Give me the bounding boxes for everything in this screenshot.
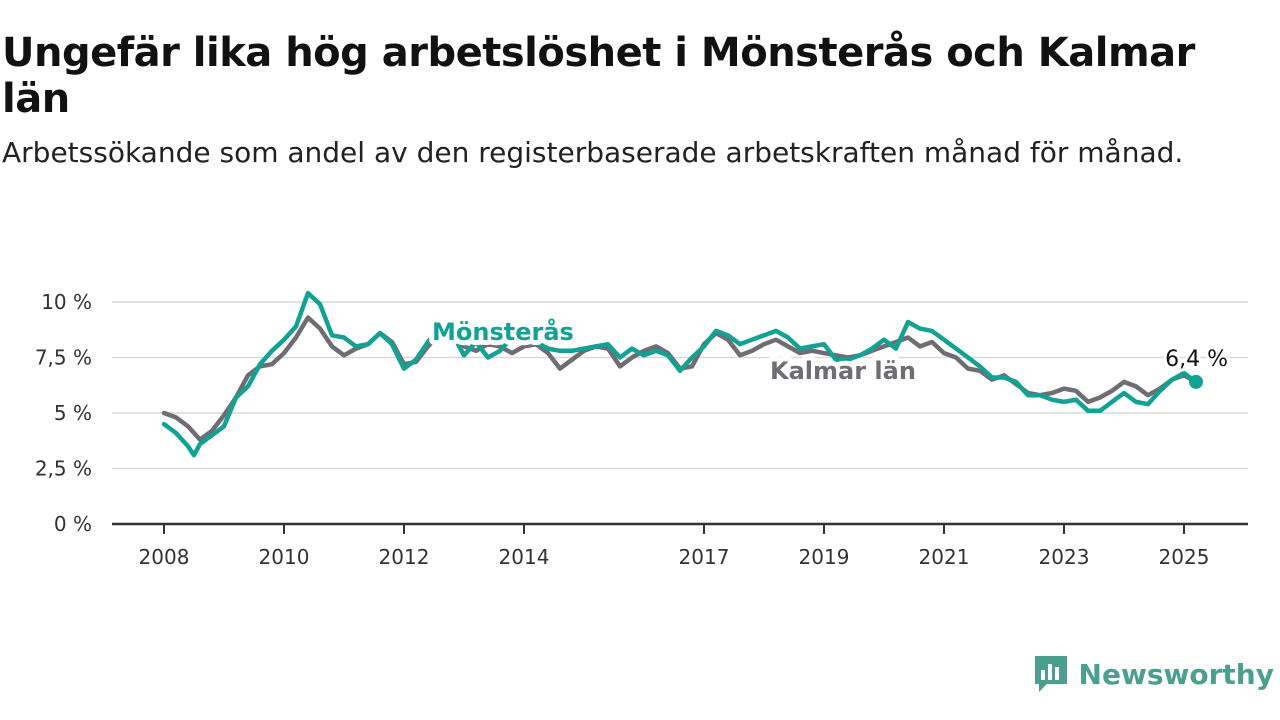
series-lines (161, 290, 1203, 458)
x-tick-label: 2012 (379, 545, 430, 569)
end-point-marker (1189, 374, 1203, 389)
newsworthy-wordmark: Newsworthy (1078, 657, 1274, 691)
x-tick-label: 2019 (799, 545, 850, 569)
x-tick-label: 2010 (259, 545, 310, 569)
x-tick-label: 2017 (679, 545, 730, 569)
end-value-label: 6,4 % (1165, 347, 1228, 372)
series-label-kalmar-lan: Kalmar län (770, 357, 916, 385)
y-tick-label: 0 % (54, 512, 92, 536)
x-tick-label: 2008 (139, 545, 190, 569)
newsworthy-brand[interactable]: Newsworthy (1033, 652, 1274, 696)
chart-title: Ungefär lika hög arbetslöshet i Mönsterå… (2, 30, 1195, 122)
y-tick-label: 10 % (41, 290, 92, 314)
x-tick-label: 2014 (499, 545, 550, 569)
y-tick-label: 5 % (54, 401, 92, 425)
chart-subtitle: Arbetssökande som andel av den registerb… (2, 136, 1184, 169)
gridlines (112, 301, 1248, 526)
x-tick-label: 2023 (1039, 545, 1090, 569)
x-axis-ticks: 2008 2010 2012 2014 2017 2019 2021 2023 2025 (139, 524, 1210, 569)
y-axis-ticks: 0 % 2,5 % 5 % 7,5 % 10 % (35, 290, 92, 536)
y-tick-label: 2,5 % (35, 457, 92, 481)
series-label-monsteras: Mönsterås (432, 317, 574, 346)
y-tick-label: 7,5 % (35, 346, 92, 370)
series-labels: Mönsterås Kalmar län 6,4 % (427, 312, 1231, 390)
series-line-monsteras (161, 290, 1199, 458)
x-tick-label: 2025 (1159, 545, 1210, 569)
newsworthy-logo-icon (1034, 656, 1067, 692)
series-line-kalmar-lan (161, 315, 1199, 442)
x-tick-label: 2021 (919, 545, 970, 569)
